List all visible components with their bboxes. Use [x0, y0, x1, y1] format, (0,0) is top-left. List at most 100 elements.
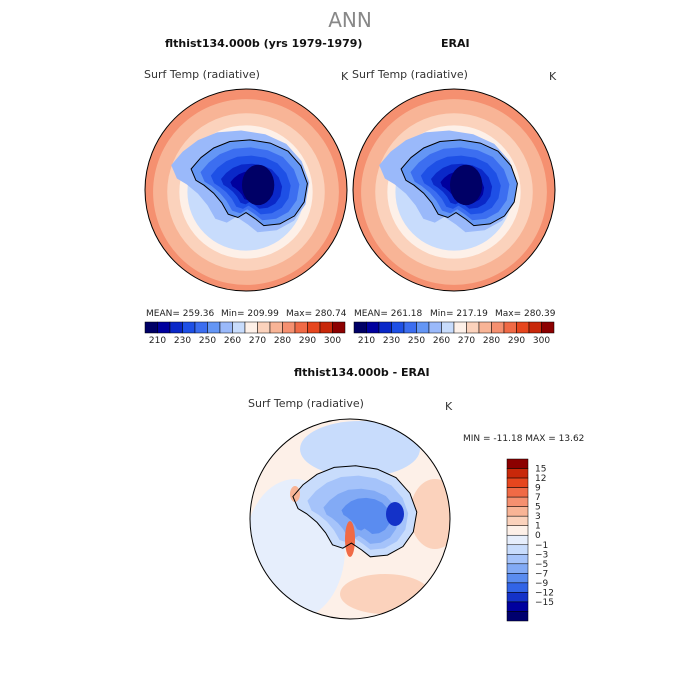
colorbar-tick-label: 280 — [483, 336, 500, 346]
colorbar-swatch — [391, 321, 405, 334]
colorbar-swatch — [506, 544, 529, 555]
colorbar-swatch — [506, 487, 529, 498]
coastline — [292, 465, 418, 558]
colorbar-tick-label: 0 — [535, 531, 541, 541]
diff-continent — [341, 497, 391, 534]
colorbar-tick-label: 1 — [535, 522, 541, 532]
colorbar-swatch — [506, 468, 529, 479]
diff-minimum — [386, 502, 404, 526]
colorbar-swatch — [157, 321, 171, 334]
colorbar-swatch — [441, 321, 455, 334]
panel-1-min: Min= 209.99 — [221, 309, 279, 319]
colorbar-tick-label: 250 — [408, 336, 425, 346]
colorbar-swatch — [516, 321, 530, 334]
colorbar-swatch — [378, 321, 392, 334]
diff-map-border — [249, 418, 451, 620]
colorbar-tick-label: 270 — [458, 336, 475, 346]
diff-minmax: MIN = -11.18 MAX = 13.62 — [463, 434, 585, 444]
panel-1-title: flthist134.000b (yrs 1979-1979) — [165, 37, 363, 50]
panel-2-title: ERAI — [441, 37, 470, 50]
colorbar-tick-label: 300 — [324, 336, 341, 346]
colorbar-swatch — [144, 321, 158, 334]
panel-2-map — [353, 89, 555, 291]
colorbar-tick-label: −5 — [535, 560, 548, 570]
panel-1-variable-label: Surf Temp (radiative) — [144, 68, 260, 81]
panel-2-mean: MEAN= 261.18 — [354, 309, 423, 319]
panel-2-variable-label: Surf Temp (radiative) — [352, 68, 468, 81]
colorbar-tick-label: 230 — [174, 336, 191, 346]
panel-1-map — [145, 89, 347, 291]
colorbar-swatch — [506, 554, 529, 565]
diff-maximum — [345, 521, 355, 557]
colorbar-tick-label: 290 — [508, 336, 525, 346]
colorbar-tick-label: 3 — [535, 512, 541, 522]
colorbar-swatch — [219, 321, 233, 334]
colorbar-tick-label: −7 — [535, 569, 548, 579]
colorbar-tick-label: 290 — [299, 336, 316, 346]
diff-region — [300, 421, 420, 477]
diff-variable-label: Surf Temp (radiative) — [248, 397, 364, 410]
colorbar-tick-label: 300 — [533, 336, 550, 346]
colorbar-swatch — [366, 321, 380, 334]
panel-2-max: Max= 280.39 — [495, 309, 556, 319]
colorbar-tick-label: 250 — [199, 336, 216, 346]
colorbar-swatch — [232, 321, 246, 334]
colorbar-tick-label: 280 — [274, 336, 291, 346]
colorbar-swatch — [506, 534, 529, 546]
coastline — [190, 139, 308, 227]
colorbar-tick-label: −12 — [535, 588, 554, 598]
colorbar-tick-label: 210 — [149, 336, 166, 346]
colorbar-tick-label: 5 — [535, 503, 541, 513]
figure-title: ANN — [328, 8, 372, 32]
colorbar-swatch — [207, 321, 221, 334]
colorbar-tick-label: 230 — [383, 336, 400, 346]
panel-2-map-border — [352, 88, 556, 292]
diff-map — [250, 419, 450, 619]
colorbar-swatch — [416, 321, 430, 334]
interior-minimum — [449, 164, 483, 206]
colorbar-tick-label: 12 — [535, 474, 546, 484]
diff-units-label: K — [445, 400, 453, 413]
colorbar-swatch — [453, 321, 467, 334]
colorbar-swatch — [506, 592, 529, 603]
panel-1-colorbar: 210 230 250 260 270 280 290 300 — [144, 321, 346, 346]
colorbar-swatch — [506, 611, 529, 622]
colorbar-swatch — [506, 506, 529, 517]
colorbar-tick-label: 260 — [224, 336, 241, 346]
colorbar-swatch — [506, 573, 529, 584]
colorbar-tick-label: −15 — [535, 598, 554, 608]
panel-1-max: Max= 280.74 — [286, 309, 347, 319]
panel-1-map-border — [144, 88, 348, 292]
panel-2-units-label: K — [549, 70, 557, 83]
colorbar-swatch — [506, 563, 529, 574]
colorbar-swatch — [182, 321, 196, 334]
panel-2-min: Min= 217.19 — [430, 309, 488, 319]
diff-region — [410, 479, 450, 549]
colorbar-swatch — [541, 321, 555, 334]
colorbar-swatch — [332, 321, 346, 334]
colorbar-tick-label: 260 — [433, 336, 450, 346]
colorbar-swatch — [269, 321, 283, 334]
colorbar-swatch — [466, 321, 480, 334]
interior-minimum — [241, 164, 275, 206]
colorbar-swatch — [506, 458, 529, 469]
colorbar-swatch — [528, 321, 542, 334]
colorbar-tick-label: 15 — [535, 465, 546, 475]
colorbar-swatch — [244, 321, 258, 334]
colorbar-swatch — [506, 601, 529, 612]
panel-1-mean: MEAN= 259.36 — [146, 309, 215, 319]
colorbar-swatch — [506, 477, 529, 488]
colorbar-tick-label: 7 — [535, 493, 541, 503]
colorbar-swatch — [428, 321, 442, 334]
colorbar-swatch — [478, 321, 492, 334]
colorbar-tick-label: 9 — [535, 484, 541, 494]
colorbar-swatch — [506, 582, 529, 593]
colorbar-swatch — [169, 321, 183, 334]
coastline — [400, 139, 518, 227]
colorbar-swatch — [506, 496, 529, 507]
colorbar-swatch — [403, 321, 417, 334]
diff-title: flthist134.000b - ERAI — [294, 366, 430, 379]
